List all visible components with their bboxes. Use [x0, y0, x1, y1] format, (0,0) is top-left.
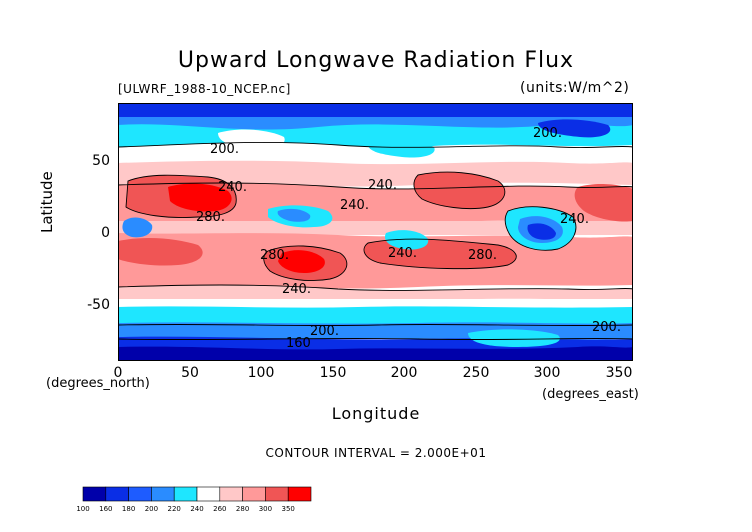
contour-label: 200. [592, 320, 621, 335]
colorbar-swatch [242, 486, 266, 502]
contour-label: 240. [388, 246, 417, 261]
colorbar-swatch [265, 486, 289, 502]
y-tick-label: 0 [101, 225, 110, 241]
contour-label: 280. [260, 248, 289, 263]
x-tick-label: 100 [247, 365, 275, 381]
contour-label: 240. [282, 282, 311, 297]
contour-label: 240. [218, 180, 247, 195]
colorbar-swatch [151, 486, 175, 502]
x-tick-label: 250 [462, 365, 490, 381]
colorbar-swatch [105, 486, 129, 502]
file-label: [ULWRF_1988-10_NCEP.nc] [118, 82, 291, 96]
x-tick-label: 0 [113, 365, 123, 381]
colorbar-swatch [196, 486, 221, 502]
colorbar-swatch [173, 486, 198, 502]
x-axis-unit-note: (degrees_east) [542, 387, 639, 402]
colorbar-swatch [219, 486, 243, 502]
contour-label: 240. [368, 178, 397, 193]
contour-label: 240. [560, 212, 589, 227]
core-south-atlantic [118, 238, 203, 266]
x-tick-label: 150 [319, 365, 347, 381]
y-axis-unit-note: (degrees_north) [46, 376, 150, 391]
colorbar-level-label: 180 [121, 505, 136, 513]
y-axis-label: Latitude [38, 171, 56, 233]
colorbar-level-label: 280 [235, 505, 250, 513]
patch-antarctic-coast [468, 329, 560, 347]
core-sahara-peak [168, 183, 232, 212]
contour-lines [118, 141, 633, 341]
colorbar-swatch [82, 486, 107, 502]
x-tick-label: 200 [390, 365, 418, 381]
core-australia-peak [278, 250, 325, 273]
x-tick-label: 300 [533, 365, 561, 381]
colorbar-level-label: 350 [281, 505, 295, 513]
colorbar [82, 486, 312, 502]
colorbar-level-label: 220 [167, 505, 181, 513]
contour-label: 280. [468, 248, 497, 263]
band-north-pink [118, 160, 633, 187]
colorbar-level-label: 160 [99, 505, 113, 513]
contour-label: 240. [340, 198, 369, 213]
patch-north-pacific [367, 139, 435, 158]
plot-frame [118, 103, 633, 361]
units-label: (units:W/m^2) [520, 80, 630, 96]
colorbar-swatch [287, 486, 312, 502]
patch-greenland [538, 119, 611, 138]
band-south-white [118, 299, 633, 309]
colorbar-level-label: 200 [144, 505, 159, 513]
contour-interval: CONTOUR INTERVAL = 2.000E+01 [265, 446, 487, 460]
band-south-pink [118, 285, 633, 303]
contour-label: 200. [210, 142, 239, 157]
contour-label: 160 [286, 336, 311, 351]
cold-spot-warm-pool [384, 230, 429, 250]
colorbar-level-label: 240 [190, 505, 204, 513]
colorbar-level-label: 300 [258, 505, 273, 513]
colorbar-level-label: 100 [76, 505, 90, 513]
contour-label: 200. [533, 126, 562, 141]
y-tick-label: 50 [92, 153, 110, 169]
cold-spot-amazon-core [527, 223, 556, 240]
contour-label: 280. [196, 210, 225, 225]
colorbar-level-label: 260 [213, 505, 227, 513]
band-equator-pink [118, 221, 633, 235]
chart-title: Upward Longwave Radiation Flux [177, 48, 575, 73]
core-east-pacific [574, 183, 633, 222]
contour-label: 200. [310, 324, 339, 339]
radiation-flux-map: 200. 240. 280. 240. 240. 280. 240. 280. … [118, 103, 633, 361]
core-north-america [413, 172, 505, 209]
band-north-pole [118, 103, 633, 119]
x-tick-label: 50 [181, 365, 199, 381]
band-antarctic [118, 346, 633, 361]
cold-spot-africa [122, 217, 153, 238]
band-south-cyan [118, 306, 633, 326]
colorbar-swatch [128, 486, 152, 502]
x-tick-label: 350 [605, 365, 633, 381]
patch-siberia [218, 129, 285, 150]
y-tick-label: -50 [87, 297, 110, 313]
x-axis-label: Longitude [331, 404, 421, 423]
cold-spot-indian-core [277, 208, 311, 222]
